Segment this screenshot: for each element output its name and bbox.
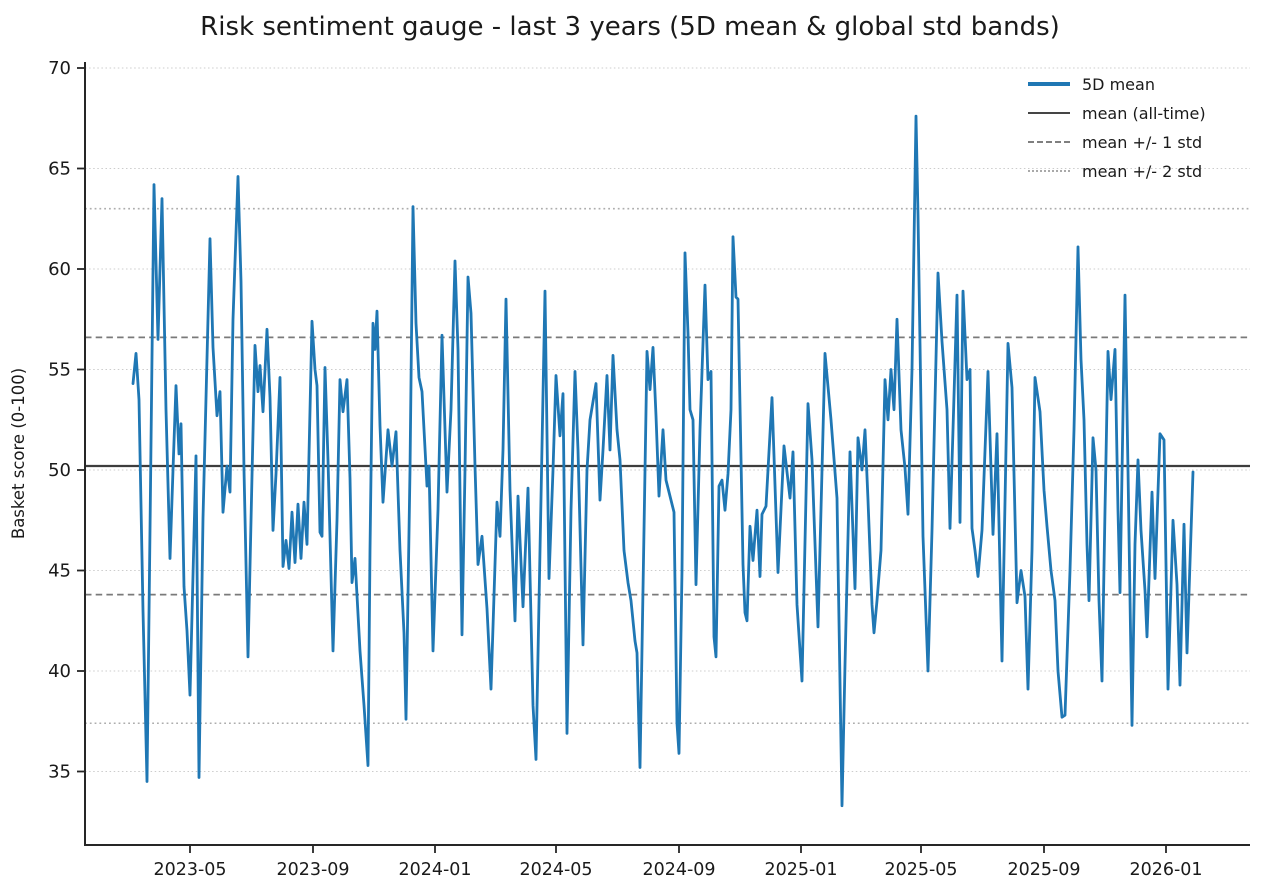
legend: 5D mean mean (all-time) mean +/- 1 std m… — [1028, 74, 1206, 181]
legend-line-blue-icon — [1028, 82, 1070, 86]
legend-item-mean-2std: mean +/- 2 std — [1028, 161, 1206, 181]
y-tick-label: 55 — [48, 360, 71, 381]
y-tick-label: 60 — [48, 259, 71, 280]
legend-line-dashed-icon — [1028, 141, 1070, 143]
series-5d-mean-line — [131, 114, 1195, 808]
x-tick-label: 2023-09 — [276, 860, 349, 880]
y-tick-label: 50 — [48, 460, 71, 481]
chart-title: Risk sentiment gauge - last 3 years (5D … — [200, 12, 1060, 42]
legend-label: mean +/- 1 std — [1082, 132, 1203, 152]
legend-line-solid-icon — [1028, 112, 1070, 114]
legend-line-dotted-icon — [1028, 170, 1070, 172]
x-tick-label: 2024-05 — [519, 860, 592, 880]
y-tick-label: 70 — [48, 58, 71, 79]
x-tick-label: 2026-01 — [1129, 860, 1202, 880]
x-tick-label: 2023-05 — [153, 860, 226, 880]
y-tick-label: 35 — [48, 762, 71, 783]
x-tick-label: 2025-09 — [1007, 860, 1080, 880]
y-tick-label: 65 — [48, 159, 71, 180]
y-tick-label: 45 — [48, 561, 71, 582]
y-axis-label: Basket score (0-100) — [9, 368, 28, 539]
x-tick-label: 2025-05 — [884, 860, 957, 880]
x-tick-label: 2025-01 — [764, 860, 837, 880]
legend-item-mean-1std: mean +/- 1 std — [1028, 132, 1206, 152]
x-tick-label: 2024-01 — [398, 860, 471, 880]
legend-label: mean +/- 2 std — [1082, 161, 1203, 181]
legend-label: 5D mean — [1082, 74, 1155, 94]
y-tick-label: 40 — [48, 661, 71, 682]
x-tick-label: 2024-09 — [642, 860, 715, 880]
legend-item-mean-all-time: mean (all-time) — [1028, 103, 1206, 123]
legend-label: mean (all-time) — [1082, 103, 1206, 123]
legend-item-5d-mean: 5D mean — [1028, 74, 1206, 94]
